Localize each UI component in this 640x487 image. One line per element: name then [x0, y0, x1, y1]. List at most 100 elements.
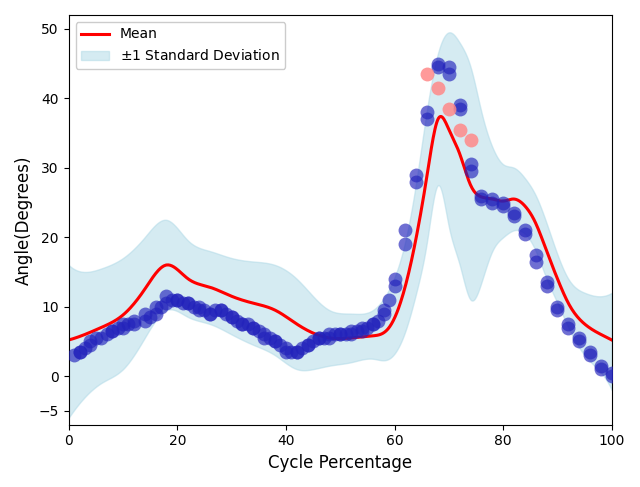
Point	[433, 84, 443, 92]
Point	[227, 313, 237, 321]
Point	[91, 334, 101, 342]
Point	[324, 331, 335, 338]
Point	[292, 348, 302, 356]
Point	[357, 323, 367, 331]
Mean	[204, 284, 212, 290]
Point	[69, 352, 79, 359]
Point	[161, 300, 172, 307]
Point	[167, 296, 177, 303]
Point	[150, 303, 161, 311]
Point	[476, 192, 486, 200]
Point	[264, 334, 275, 342]
Mean	[436, 113, 444, 119]
Point	[552, 306, 563, 314]
Point	[454, 126, 465, 133]
Point	[199, 306, 209, 314]
Point	[444, 70, 454, 78]
Point	[161, 292, 172, 300]
Point	[140, 317, 150, 324]
Point	[237, 320, 248, 328]
Mean	[475, 193, 483, 199]
Point	[498, 202, 508, 210]
Point	[297, 344, 307, 352]
Point	[607, 372, 617, 380]
Point	[541, 279, 552, 286]
Point	[509, 209, 519, 217]
Point	[379, 310, 389, 318]
Point	[346, 327, 356, 335]
Point	[465, 168, 476, 175]
Point	[574, 337, 584, 345]
Y-axis label: Angle(Degrees): Angle(Degrees)	[15, 155, 33, 284]
Point	[303, 341, 313, 349]
Point	[362, 323, 372, 331]
Point	[433, 63, 443, 71]
Point	[129, 317, 139, 324]
Point	[487, 199, 497, 206]
Point	[389, 275, 399, 283]
Point	[422, 115, 432, 123]
Point	[96, 334, 106, 342]
Legend: Mean, $\pm$1 Standard Deviation: Mean, $\pm$1 Standard Deviation	[76, 22, 285, 69]
Point	[118, 323, 128, 331]
Point	[102, 331, 112, 338]
Point	[194, 303, 204, 311]
Point	[574, 334, 584, 342]
Point	[552, 303, 563, 311]
Point	[444, 63, 454, 71]
Point	[253, 327, 264, 335]
Point	[281, 348, 291, 356]
Point	[314, 334, 324, 342]
Point	[476, 195, 486, 203]
Point	[210, 306, 220, 314]
Point	[465, 136, 476, 144]
Point	[129, 320, 139, 328]
Point	[286, 348, 296, 356]
Point	[221, 310, 231, 318]
Point	[422, 70, 432, 78]
Point	[324, 334, 335, 342]
Point	[303, 341, 313, 349]
Point	[74, 348, 84, 356]
Point	[433, 60, 443, 68]
Point	[465, 160, 476, 168]
Point	[145, 313, 156, 321]
Point	[487, 195, 497, 203]
Point	[183, 300, 193, 307]
Point	[243, 320, 253, 328]
Point	[85, 337, 95, 345]
Point	[183, 300, 193, 307]
Point	[216, 306, 226, 314]
Point	[351, 327, 362, 335]
Point	[314, 334, 324, 342]
Point	[509, 212, 519, 220]
Point	[194, 306, 204, 314]
Point	[330, 331, 340, 338]
Point	[172, 296, 182, 303]
Point	[400, 240, 410, 248]
Point	[319, 334, 329, 342]
Point	[227, 313, 237, 321]
Point	[563, 320, 573, 328]
Point	[596, 365, 606, 373]
Line: Mean: Mean	[68, 116, 612, 340]
Point	[205, 310, 215, 318]
Point	[563, 323, 573, 331]
Mean	[428, 145, 435, 151]
Point	[454, 101, 465, 109]
Point	[520, 230, 530, 238]
X-axis label: Cycle Percentage: Cycle Percentage	[268, 454, 412, 472]
Point	[281, 344, 291, 352]
Point	[232, 317, 242, 324]
Mean	[385, 325, 392, 331]
Point	[248, 323, 259, 331]
Mean	[161, 262, 168, 268]
Point	[531, 251, 541, 259]
Point	[205, 310, 215, 318]
Point	[411, 178, 421, 186]
Point	[498, 199, 508, 206]
Point	[335, 331, 346, 338]
Point	[172, 296, 182, 303]
Point	[346, 331, 356, 338]
Mean	[310, 331, 318, 337]
